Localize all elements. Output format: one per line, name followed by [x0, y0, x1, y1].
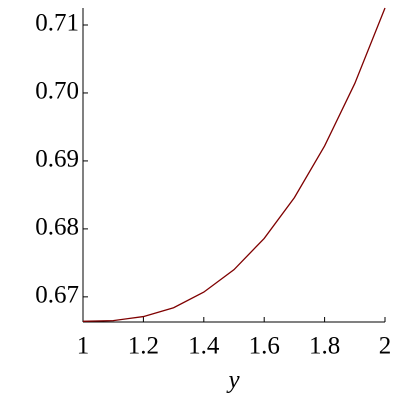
x-tick-label: 2 — [379, 333, 392, 360]
x-tick-label: 1.2 — [128, 333, 159, 360]
x-tick-label: 1 — [77, 333, 90, 360]
x-axis-label: y — [225, 367, 240, 394]
x-tick-label: 1.8 — [309, 333, 340, 360]
curve — [82, 7, 386, 322]
y-tick-label: 0.70 — [35, 78, 79, 105]
x-tick-label: 1.4 — [188, 333, 220, 360]
x-tick-label: 1.6 — [249, 333, 280, 360]
y-tick-label: 0.68 — [35, 214, 79, 241]
y-tick-label: 0.67 — [35, 282, 79, 309]
y-tick-label: 0.71 — [35, 10, 79, 37]
y-tick-label: 0.69 — [35, 146, 79, 173]
